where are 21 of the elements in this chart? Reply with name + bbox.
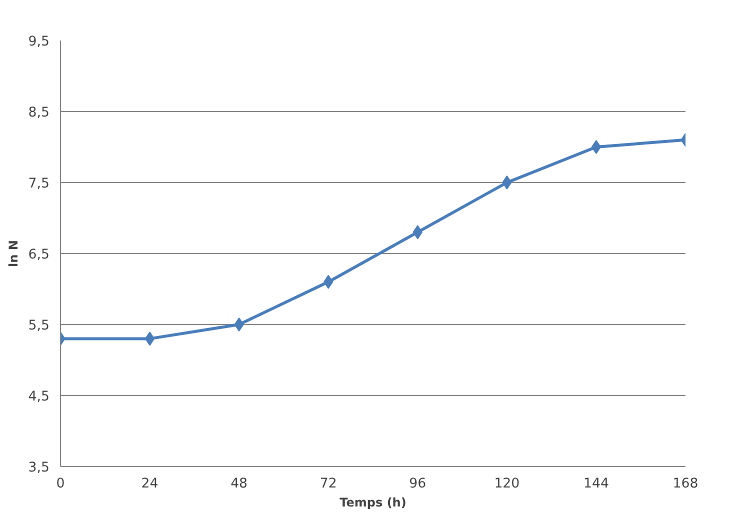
y-tick-label: 9,5 <box>28 34 50 50</box>
point <box>234 318 244 332</box>
x-tick-label: 144 <box>583 476 609 492</box>
y-tick-label: 5,5 <box>28 318 50 334</box>
x-tick-label: 24 <box>141 476 158 492</box>
x-tick-label: 96 <box>409 476 426 492</box>
x-tick-label: 120 <box>494 476 520 492</box>
y-tick-label: 8,5 <box>28 106 50 120</box>
y-tick-label: 6,5 <box>28 248 50 262</box>
point <box>591 140 602 154</box>
x-tick-label: 72 <box>320 476 337 492</box>
x-tick-label: 168 <box>672 476 698 492</box>
x-axis-title: Temps (h) <box>340 496 406 510</box>
point <box>144 332 155 346</box>
x-tick-label: 0 <box>56 476 65 492</box>
x-tick-label: 48 <box>230 476 248 492</box>
y-axis-title: ln N <box>6 240 20 267</box>
point <box>502 176 512 190</box>
y-tick-label: 4,5 <box>28 390 50 404</box>
y-tick-label: 3,5 <box>28 460 50 476</box>
y-tick-label: 7,5 <box>28 176 50 192</box>
